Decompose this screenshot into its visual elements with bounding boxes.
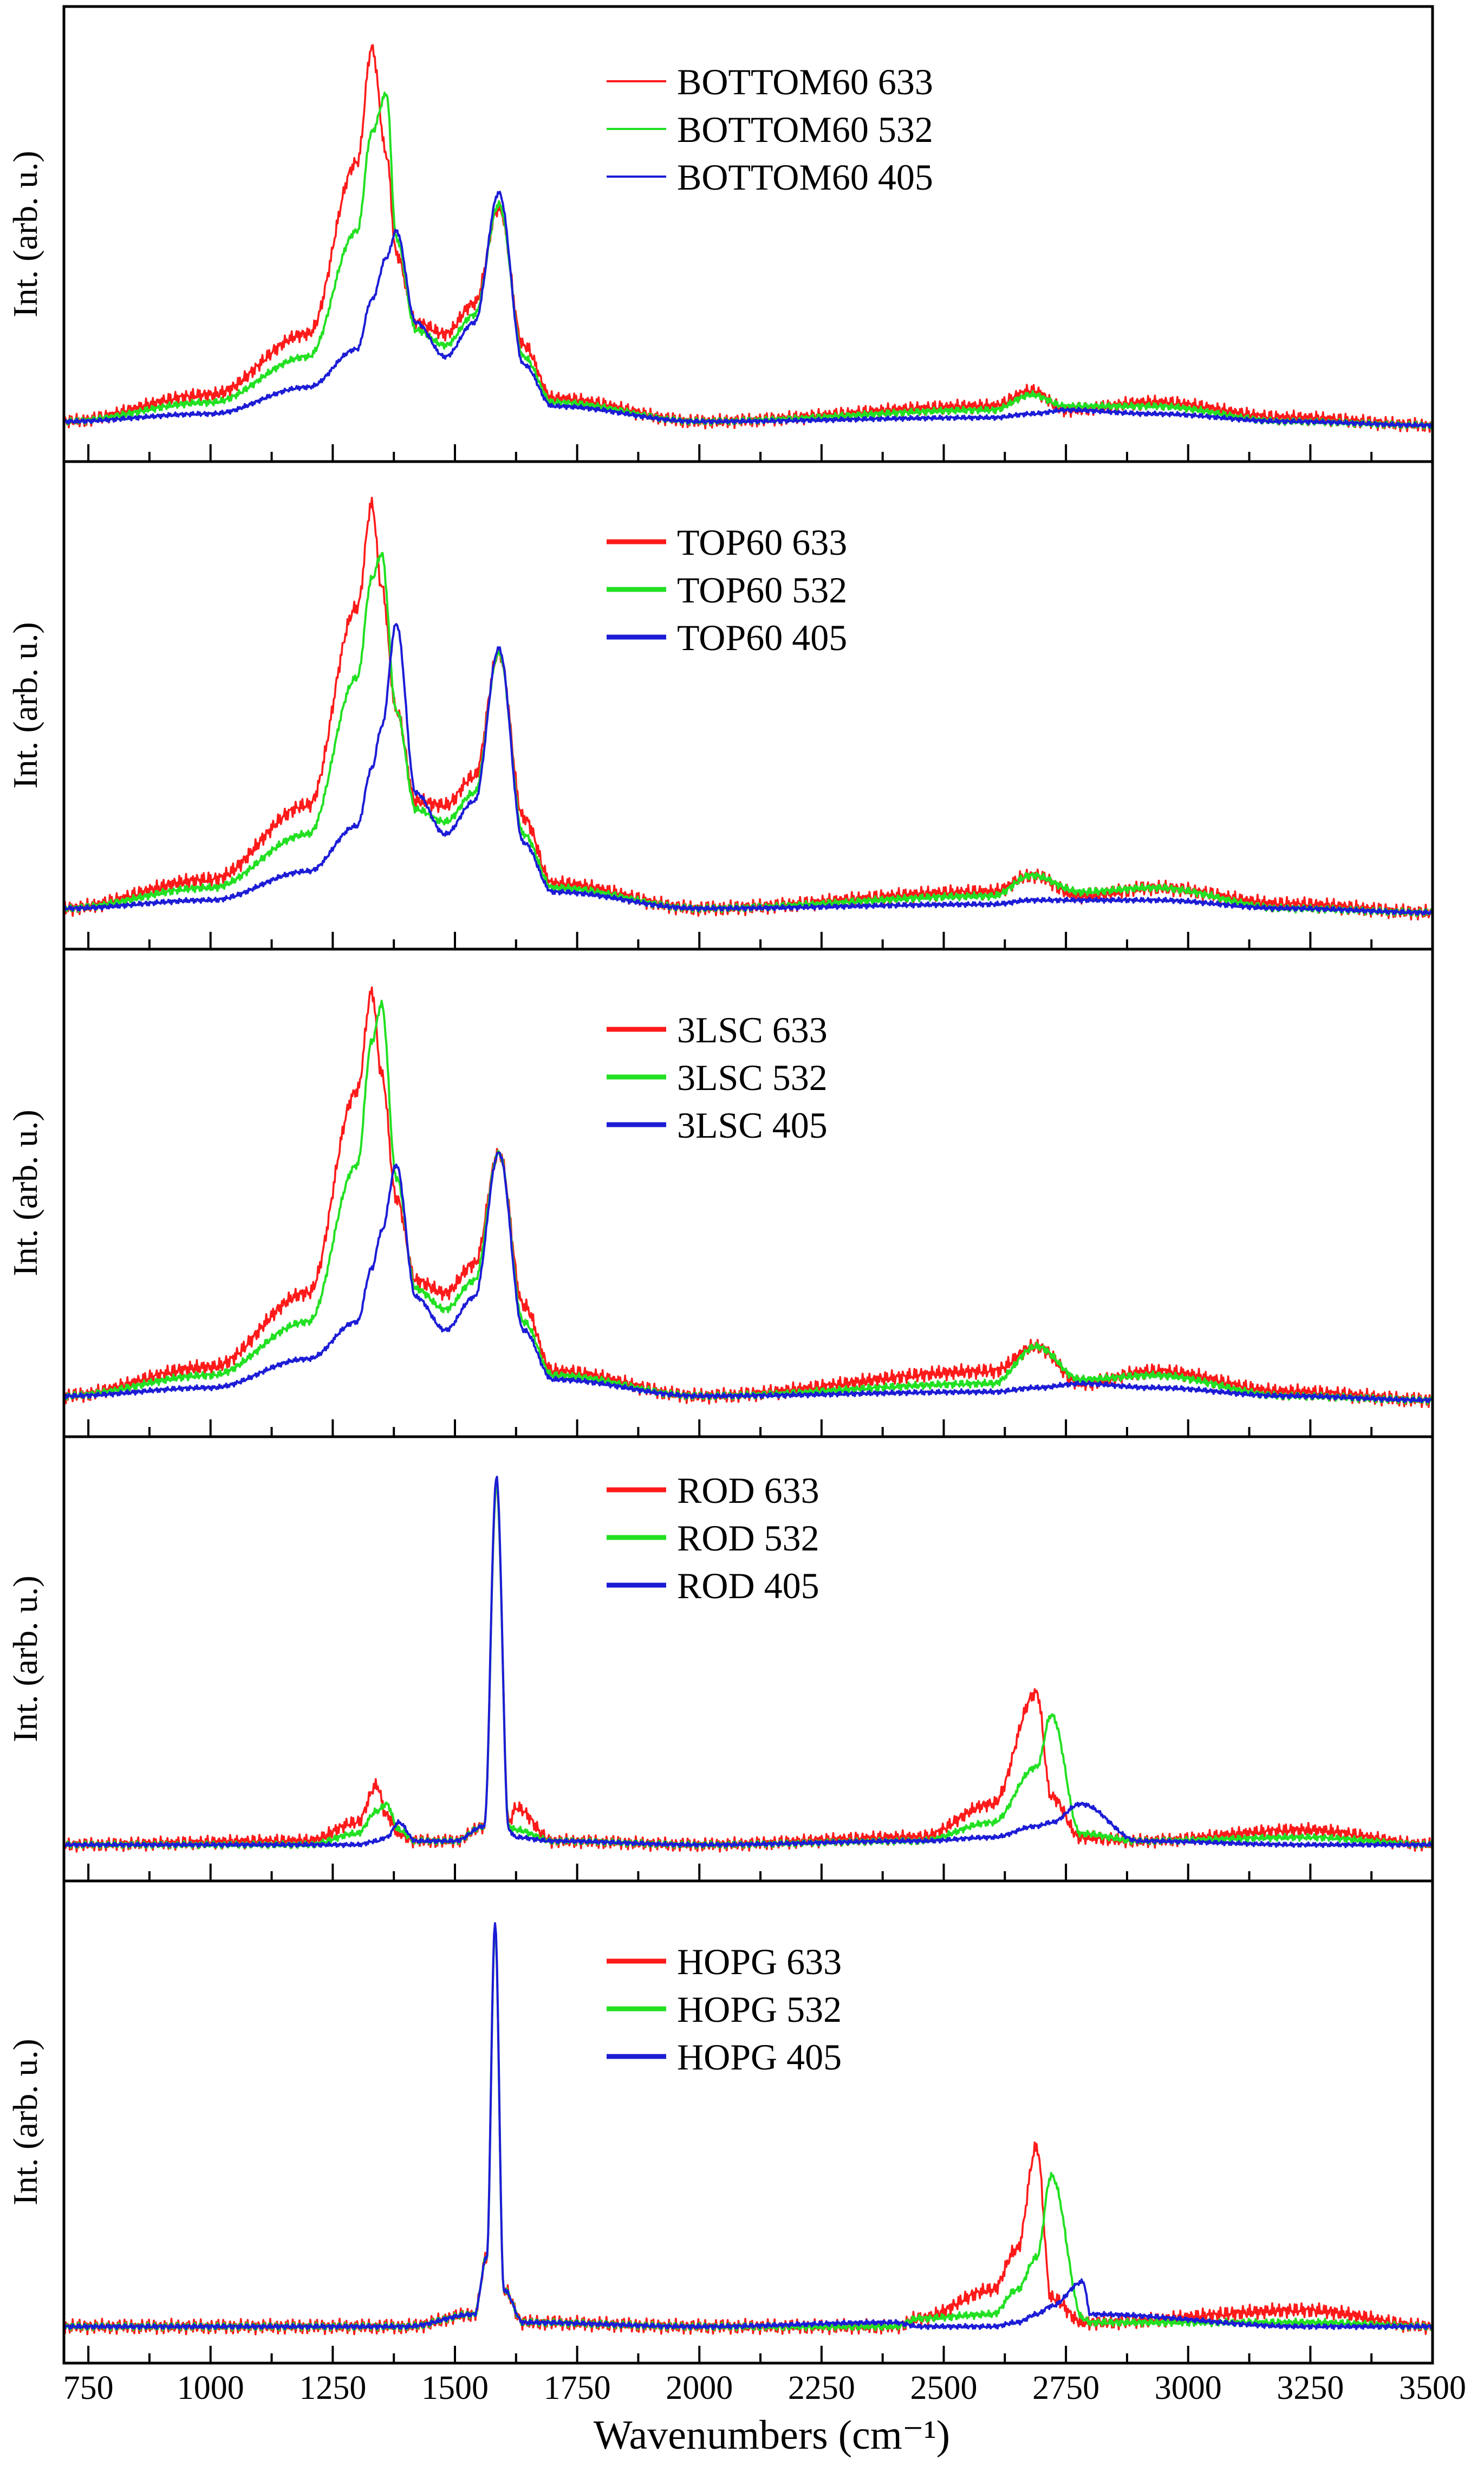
x-axis-label: Wavenumbers (cm⁻¹) [594,2412,950,2458]
legend: TOP60 633 TOP60 532 TOP60 405 [607,522,847,658]
legend: 3LSC 633 3LSC 532 3LSC 405 [607,1009,828,1146]
panel-frame [62,1879,1434,2365]
legend: HOPG 633 HOPG 532 HOPG 405 [607,1941,842,2078]
legend-label: 3LSC 405 [677,1105,828,1146]
legend-label: TOP60 532 [677,569,847,611]
y-axis-label: Int. (arb. u.) [6,1110,44,1276]
x-tick-label: 3250 [1277,2370,1344,2406]
x-tick-label: 2250 [788,2370,855,2406]
series-line-top60-405 [63,623,1434,916]
legend: BOTTOM60 633 BOTTOM60 532 BOTTOM60 405 [607,61,933,198]
x-tick-label: 1500 [421,2370,489,2406]
legend: ROD 633 ROD 532 ROD 405 [607,1470,819,1606]
panel-hopg: Int. (arb. u.) HOPG 633 HOPG 532 HOPG 405 [6,1879,1434,2365]
legend-label: ROD 532 [677,1517,819,1559]
x-tick-label: 3000 [1155,2370,1222,2406]
panel-top60: Int. (arb. u.) TOP60 633 TOP60 532 TOP60 40… [6,460,1434,951]
x-tick-label: 3500 [1399,2370,1466,2406]
legend-label: HOPG 405 [677,2036,842,2078]
legend-label: HOPG 532 [677,1989,842,2030]
y-axis-label: Int. (arb. u.) [6,622,44,788]
panel-3lsc: Int. (arb. u.) 3LSC 633 3LSC 532 3LSC 405 [6,948,1434,1438]
x-tick-label: 1750 [544,2370,611,2406]
x-tick-label: 2500 [910,2370,978,2406]
x-tick-label: 2000 [666,2370,733,2406]
legend-label: HOPG 633 [677,1941,842,1982]
series-line-3lsc-633 [63,986,1434,1409]
x-axis: 750 1000 1250 1500 1750 2000 2250 2500 2750 3000 3… [63,2370,1466,2406]
legend-label: 3LSC 532 [677,1057,828,1098]
x-tick-label: 2750 [1032,2370,1099,2406]
legend-label: TOP60 633 [677,522,847,563]
legend-label: ROD 405 [677,1565,819,1606]
legend-label: ROD 633 [677,1470,819,1511]
y-axis-label: Int. (arb. u.) [6,2039,44,2205]
x-tick-label: 1000 [177,2370,244,2406]
series-line-rod-405 [63,1476,1434,1848]
x-tick-label: 1250 [299,2370,366,2406]
legend-label: TOP60 405 [677,617,847,658]
series-line-hopg-405 [63,1922,1434,2331]
series-line-bottom60-532 [63,92,1434,430]
legend-label: BOTTOM60 405 [677,157,933,198]
legend-label: BOTTOM60 633 [677,61,933,102]
y-axis-label: Int. (arb. u.) [6,1575,44,1742]
series-line-hopg-532 [63,1925,1434,2332]
series-line-bottom60-405 [63,191,1434,429]
legend-label: 3LSC 633 [677,1009,828,1050]
panel-rod: Int. (arb. u.) ROD 633 ROD 532 ROD 405 [6,1435,1434,1883]
y-axis-label: Int. (arb. u.) [6,151,44,317]
x-tick-label: 750 [63,2370,114,2406]
series-line-3lsc-405 [63,1151,1433,1404]
legend-label: BOTTOM60 532 [677,109,933,150]
